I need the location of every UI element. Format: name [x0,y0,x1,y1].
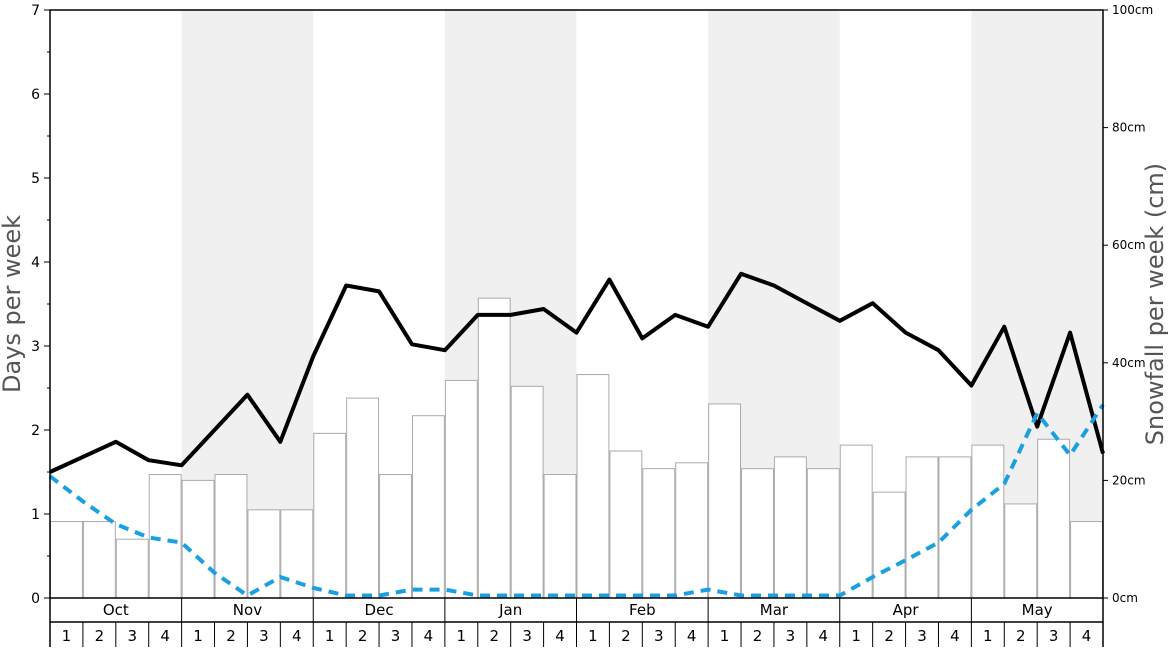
snowfall-bar [50,521,83,599]
snowfall-bar [576,374,610,599]
week-label: 1 [720,627,730,645]
snowfall-bar [346,397,380,599]
week-label: 1 [983,627,993,645]
week-label: 3 [1049,627,1059,645]
month-label: May [1022,601,1053,619]
snowfall-bar [675,462,709,599]
snowfall-bar [1070,521,1103,599]
week-label: 4 [819,627,829,645]
snowfall-bar [247,509,281,599]
right-tick-label: 40cm [1112,356,1146,370]
left-tick-label: 6 [31,87,40,103]
snowfall-bar [839,444,873,599]
ski-days-line [49,271,1105,474]
week-label: 1 [62,627,72,645]
snowfall-bar [115,538,149,599]
right-tick-label: 80cm [1112,121,1146,135]
snowfall-bar [806,468,840,599]
week-row: 1 2 3 4 1 2 3 4 1 2 3 4 1 2 3 4 1 2 3 4 1 2 3 4 1 2 3 4 1 2 3 4 [49,622,1092,647]
month-label: Oct [103,601,129,619]
week-label: 3 [127,627,137,645]
week-label: 2 [358,627,368,645]
week-label: 3 [786,627,796,645]
snowfall-bar [477,297,511,599]
week-label: 2 [226,627,236,645]
snowfall-bar [411,415,445,599]
snowfall-bar [1037,438,1071,599]
snowfall-bar [1004,503,1038,599]
left-tick-label: 7 [31,3,40,19]
snowfall-bar [905,456,939,599]
right-tick-label: 20cm [1112,473,1146,487]
day-lines [48,271,1105,598]
week-label: 3 [391,627,401,645]
week-label: 4 [555,627,565,645]
snowfall-bar [313,432,347,599]
week-label: 4 [424,627,434,645]
week-label: 2 [884,627,894,645]
left-tick-label: 1 [31,507,40,523]
right-axis-title: Snowfall per week (cm) [1141,163,1168,445]
snowfall-bar [872,491,906,599]
week-label: 4 [687,627,697,645]
snowfall-bar [214,474,248,599]
week-label: 2 [621,627,631,645]
right-tick-label: 60cm [1112,238,1146,252]
week-label: 4 [950,627,960,645]
week-label: 1 [851,627,861,645]
month-row: Oct Nov Dec Jan Feb Mar Apr May [49,598,1104,647]
snowfall-bar [379,474,412,599]
week-label: 4 [160,627,170,645]
snowfall-bar [181,479,215,599]
left-axis-ticks: 0 1 2 3 4 5 6 7 [31,3,50,607]
snowfall-bar [708,403,742,599]
month-label: Jan [498,601,522,619]
week-label: 2 [489,627,499,645]
week-label: 2 [95,627,105,645]
week-label: 1 [325,627,335,645]
week-label: 3 [259,627,269,645]
snowfall-bar [543,474,577,599]
left-tick-label: 4 [31,255,40,271]
week-label: 1 [193,627,203,645]
snowfall-bar [148,474,182,599]
left-tick-label: 5 [31,171,40,187]
week-label: 4 [1082,627,1092,645]
week-label: 2 [753,627,763,645]
week-label: 4 [292,627,302,645]
left-axis-title: Days per week [0,215,26,393]
right-tick-label: 0cm [1112,591,1138,605]
month-label: Apr [893,601,920,619]
week-label: 3 [654,627,664,645]
month-label: Dec [365,601,394,619]
snowfall-bar [642,468,676,599]
right-axis-ticks: 0cm 20cm 40cm 60cm 80cm 100cm [1103,3,1153,605]
left-tick-label: 0 [31,591,40,607]
snowfall-bar [280,509,314,599]
left-tick-label: 3 [31,339,40,355]
right-tick-label: 100cm [1112,3,1153,17]
month-label: Nov [233,601,262,619]
week-label: 1 [588,627,598,645]
snowfall-bar [609,450,643,599]
snowfall-bar [444,379,478,599]
week-label: 1 [457,627,467,645]
snowfall-bar [971,444,1005,599]
snowfall-bar [510,385,544,599]
month-label: Feb [629,601,656,619]
snowfall-bar [773,456,807,599]
week-label: 3 [917,627,927,645]
snowfall-bar [82,521,116,599]
left-tick-label: 2 [31,423,40,439]
month-label: Mar [760,601,789,619]
snow-days-line [48,403,1105,598]
snowfall-bars [50,297,1103,599]
week-label: 3 [522,627,532,645]
week-label: 2 [1016,627,1026,645]
snowfall-bar [741,468,774,599]
